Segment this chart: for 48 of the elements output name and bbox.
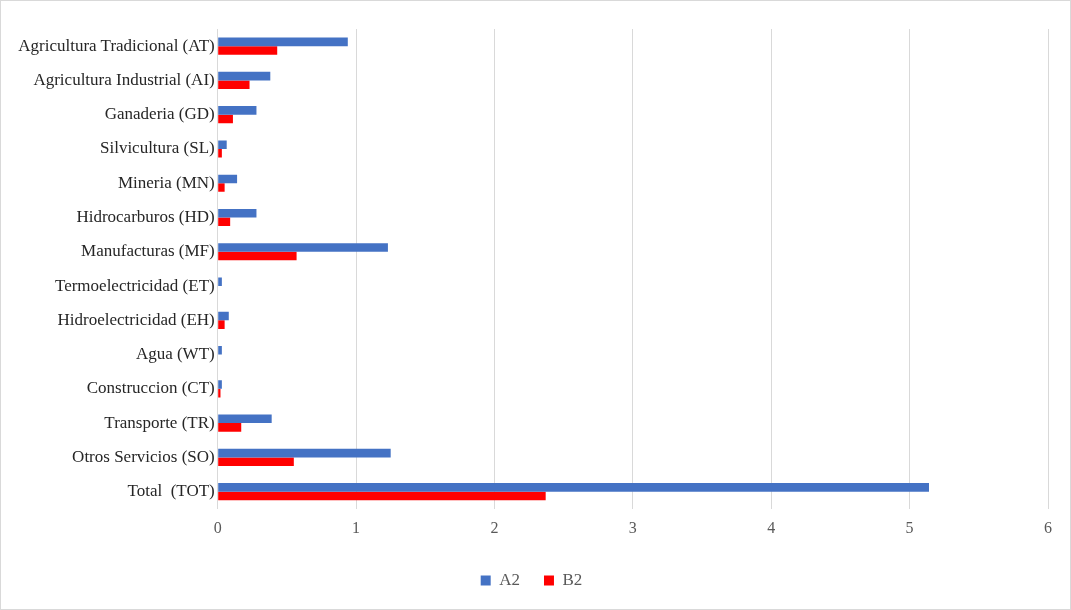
bar [218,311,229,321]
bar [218,183,225,192]
y-tick-label: Agricultura Industrial (AI) [33,69,215,89]
bar [218,491,546,501]
bar [218,457,294,466]
y-tick-label: Construccion (CT) [86,378,215,398]
y-tick-label: Mineria (MN) [117,172,215,192]
y-tick-label: Manufacturas (MF) [81,241,215,261]
y-tick-label: Total (TOT) [127,481,215,501]
bar [218,320,225,329]
bar [218,37,348,47]
y-tick-label: Otros Servicios (SO) [72,446,215,466]
x-tick-label: 6 [1044,518,1052,536]
bar [218,414,272,424]
y-tick-label: Hidrocarburos (HD) [76,206,215,226]
bar [218,483,929,492]
bar [218,217,231,227]
x-tick-label: 1 [352,518,361,536]
y-tick-label: Ganaderia (GD) [104,104,215,124]
x-tick-label: 0 [213,518,222,536]
bar [218,423,242,432]
y-tick-label: Hidroelectricidad (EH) [57,309,215,329]
bar [218,243,388,252]
bar [218,148,222,158]
bar [218,46,278,55]
bar [218,208,257,218]
bar [218,80,250,89]
legend-label: B2 [562,569,583,589]
bar [218,174,238,184]
y-tick-label: Agricultura Tradicional (AT) [18,35,215,55]
bar [218,277,222,287]
legend-label: A2 [499,569,520,589]
y-tick-label: Agua (WT) [135,344,215,364]
bar [218,448,391,458]
x-tick-label: 3 [628,518,637,536]
bar [218,346,222,355]
bar [218,140,227,149]
y-tick-label: Transporte (TR) [104,412,215,432]
bar [218,114,233,124]
bar [218,251,297,261]
x-tick-label: 4 [767,518,776,536]
y-tick-label: Termoelectricidad (ET) [54,275,215,295]
x-tick-label: 2 [490,518,499,536]
bar [218,71,271,81]
bar [218,380,222,389]
x-tick-label: 5 [905,518,914,536]
bar [218,106,257,115]
y-tick-label: Silvicultura (SL) [99,138,215,158]
